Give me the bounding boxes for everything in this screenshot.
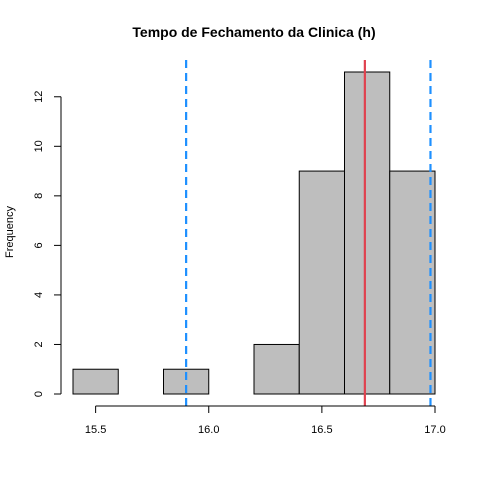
y-tick-label: 2	[33, 341, 45, 347]
histogram-bar-7	[389, 170, 436, 395]
y-tick-label: 6	[33, 242, 45, 248]
bars-group	[72, 71, 436, 395]
x-axis: 15.5 16.0 16.5 17.0	[85, 405, 446, 436]
histogram-bar-5	[298, 170, 345, 395]
histogram-bar-0	[72, 368, 119, 395]
y-tick-label: 8	[33, 193, 45, 199]
y-axis-label: Frequency	[4, 206, 16, 258]
chart-title: Tempo de Fechamento da Clinica (h)	[132, 24, 375, 40]
y-tick-label: 12	[33, 91, 45, 103]
y-axis: 0 2 4 6 8 10 12	[33, 91, 62, 397]
y-tick-label: 0	[33, 391, 45, 397]
x-tick-label: 16.0	[198, 424, 219, 436]
x-tick-label: 16.5	[311, 424, 332, 436]
y-tick-label: 10	[33, 140, 45, 152]
x-tick-label: 17.0	[424, 424, 445, 436]
x-tick-label: 15.5	[85, 424, 106, 436]
histogram-bar-6	[344, 71, 391, 395]
reference-lines-group	[185, 60, 432, 406]
histogram-bar-4	[253, 343, 300, 395]
y-tick-label: 4	[33, 292, 45, 298]
